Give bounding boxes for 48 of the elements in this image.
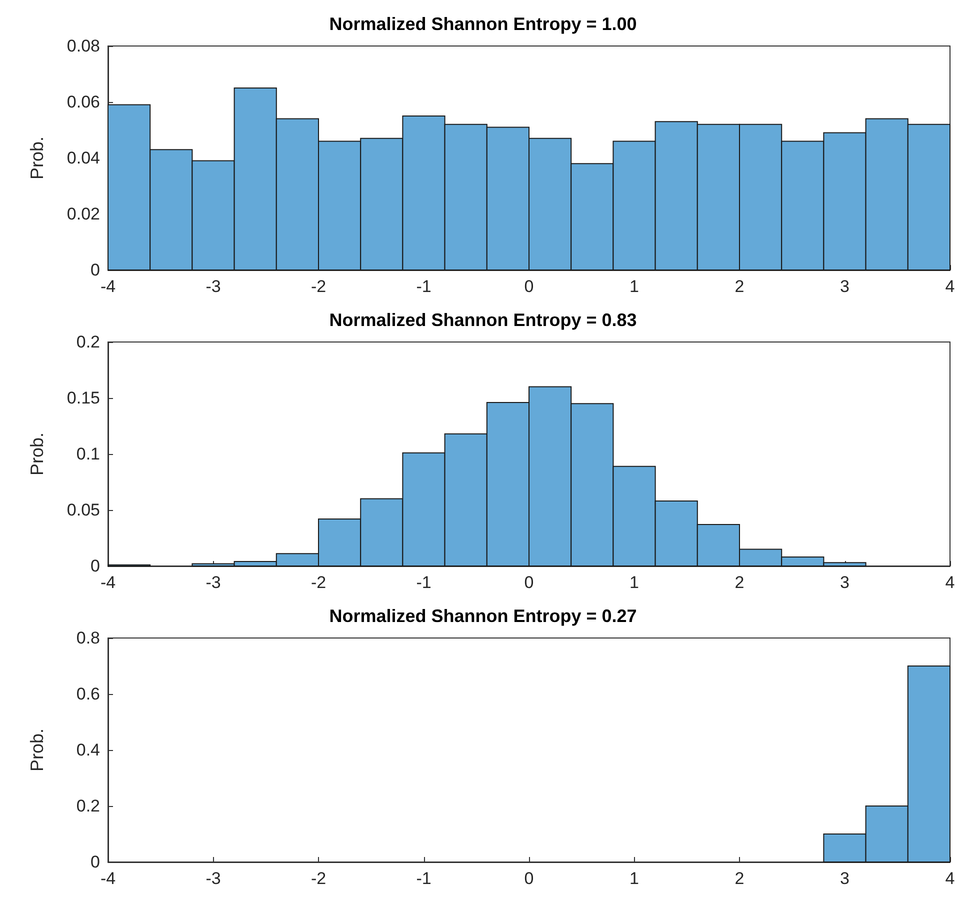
chart-title: Normalized Shannon Entropy = 0.27: [329, 606, 637, 626]
x-tick-label: 2: [734, 277, 744, 296]
x-tick-label: 0: [524, 573, 534, 592]
x-tick-label: -3: [206, 277, 221, 296]
y-tick-label: 0.4: [76, 740, 100, 760]
x-tick-label: -3: [206, 869, 221, 888]
x-tick-label: -3: [206, 573, 221, 592]
chart-title: Normalized Shannon Entropy = 1.00: [329, 14, 637, 34]
x-tick-label: 1: [630, 573, 639, 592]
x-tick-label: -4: [100, 277, 116, 296]
x-tick-label: 3: [840, 277, 850, 296]
x-tick-label: 0: [524, 277, 534, 296]
y-tick-label: 0.04: [66, 148, 100, 168]
y-tick-label: 0.8: [76, 628, 100, 648]
x-tick-label: 3: [840, 573, 850, 592]
y-tick-label: 0.05: [66, 500, 100, 520]
y-tick-label: 0.2: [76, 332, 100, 352]
y-axis-title: Prob.: [27, 432, 47, 476]
x-tick-label: 1: [630, 277, 639, 296]
y-tick-label: 0.1: [76, 444, 100, 464]
x-tick-label: -1: [416, 869, 432, 888]
y-tick-label: 0: [90, 260, 100, 280]
y-tick-label: 0.06: [66, 92, 100, 112]
x-tick-label: 4: [945, 573, 955, 592]
x-tick-label: 3: [840, 869, 850, 888]
y-tick-label: 0: [90, 556, 100, 576]
y-tick-label: 0: [90, 852, 100, 872]
x-tick-label: 2: [734, 573, 744, 592]
y-tick-label: 0.15: [66, 388, 100, 408]
x-tick-label: -1: [416, 277, 432, 296]
x-tick-label: -2: [310, 573, 326, 592]
y-axis-title: Prob.: [27, 136, 47, 180]
x-tick-label: -4: [100, 869, 116, 888]
y-tick-label: 0.6: [76, 684, 100, 704]
y-axis-title: Prob.: [27, 728, 47, 772]
x-tick-label: 4: [945, 277, 955, 296]
x-tick-label: 1: [630, 869, 639, 888]
x-tick-label: -4: [100, 573, 116, 592]
y-tick-label: 0.02: [66, 204, 100, 224]
x-tick-label: 2: [734, 869, 744, 888]
chart-title: Normalized Shannon Entropy = 0.83: [329, 310, 637, 330]
x-tick-label: 0: [524, 869, 534, 888]
y-tick-label: 0.2: [76, 796, 100, 816]
x-tick-label: -2: [310, 277, 326, 296]
y-tick-label: 0.08: [66, 36, 100, 56]
x-tick-label: 4: [945, 869, 955, 888]
x-tick-label: -2: [310, 869, 326, 888]
x-tick-label: -1: [416, 573, 432, 592]
